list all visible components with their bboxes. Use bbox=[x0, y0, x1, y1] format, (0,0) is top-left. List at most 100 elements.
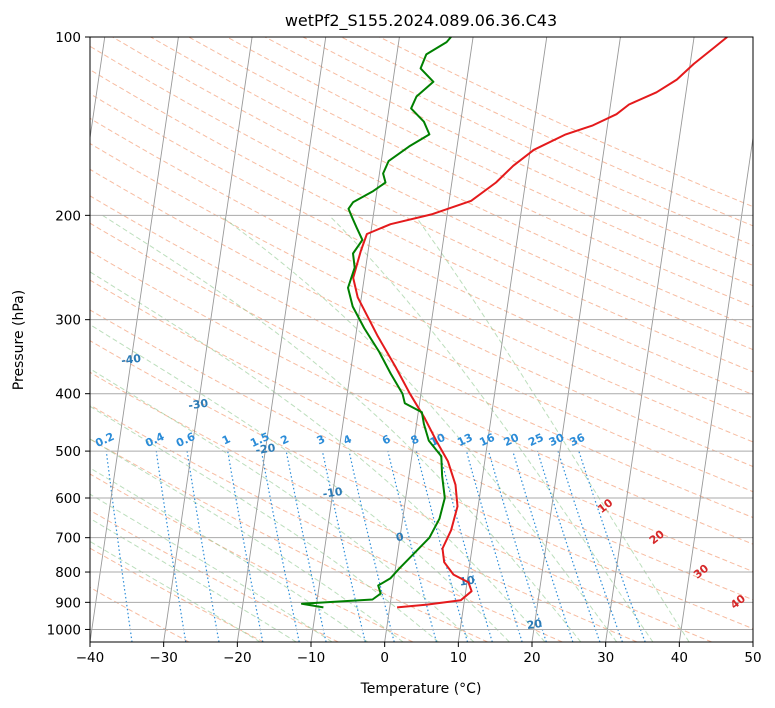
dry-adiabat bbox=[90, 279, 753, 601]
moist-adiabat-label: 40 bbox=[728, 592, 748, 612]
mixing-ratio-line bbox=[260, 450, 300, 642]
dry-adiabat bbox=[90, 586, 190, 642]
moist-adiabat bbox=[90, 405, 439, 642]
dry-adiabat bbox=[90, 547, 264, 642]
moist-adiabat bbox=[90, 493, 333, 642]
mixing-ratio-label: 20 bbox=[502, 431, 522, 449]
isotherm-label: 0 bbox=[395, 530, 405, 544]
x-tick-label: −30 bbox=[149, 650, 178, 666]
dry-adiabat bbox=[90, 195, 753, 519]
mixing-ratio-label: 25 bbox=[526, 431, 545, 449]
x-tick-label: 50 bbox=[744, 650, 761, 666]
y-axis: 1000 900 800 700 600 500 400 300 200 100 bbox=[47, 30, 90, 638]
dry-adiabat bbox=[264, 37, 753, 266]
dry-adiabat bbox=[341, 37, 753, 227]
x-tick-label: −20 bbox=[223, 650, 252, 666]
dry-adiabat bbox=[90, 69, 753, 396]
dry-adiabat bbox=[90, 309, 753, 630]
x-axis: −40 −30 −20 −10 0 10 20 30 40 50 bbox=[76, 642, 762, 666]
dry-adiabat bbox=[90, 250, 753, 573]
chart-title: wetPf2_S155.2024.089.06.36.C43 bbox=[285, 11, 557, 31]
x-tick-label: 0 bbox=[380, 650, 389, 666]
x-tick-label: 10 bbox=[450, 650, 467, 666]
dry-adiabat bbox=[188, 37, 753, 308]
mixing-ratio-line bbox=[557, 450, 623, 642]
dry-adiabat bbox=[90, 340, 712, 642]
plot-frame bbox=[89, 36, 754, 643]
mixing-ratio-label: 10 bbox=[428, 431, 448, 449]
moist-adiabat bbox=[414, 215, 690, 642]
isotherm-line bbox=[605, 37, 695, 642]
y-tick-label: 300 bbox=[55, 313, 81, 329]
mixing-ratio-line bbox=[488, 450, 547, 642]
isotherm-line bbox=[678, 134, 753, 642]
mixing-ratio-label: 8 bbox=[409, 432, 421, 447]
mixing-ratio-line bbox=[321, 450, 366, 642]
dry-adiabat bbox=[90, 142, 753, 468]
background-lines bbox=[90, 37, 753, 642]
mixing-ratio-label: 13 bbox=[455, 431, 474, 449]
mixing-ratio-label: 36 bbox=[568, 431, 588, 449]
isotherm-line bbox=[236, 37, 327, 642]
y-tick-label: 1000 bbox=[47, 622, 81, 638]
moist-adiabat bbox=[219, 214, 618, 642]
isotherm-line bbox=[163, 37, 253, 642]
moist-adiabat bbox=[102, 214, 582, 642]
dry-adiabat bbox=[90, 509, 339, 642]
y-tick-label: 800 bbox=[55, 565, 81, 581]
dry-adiabat bbox=[90, 438, 488, 642]
y-tick-label: 900 bbox=[55, 595, 81, 611]
dry-adiabat bbox=[90, 45, 753, 373]
isotherm-line bbox=[457, 37, 548, 642]
moist-adiabat bbox=[328, 214, 654, 642]
mixing-ratio-line bbox=[578, 450, 646, 642]
moist-adiabat-label: 20 bbox=[647, 527, 667, 547]
dry-adiabat bbox=[90, 473, 414, 642]
dry-adiabat bbox=[90, 168, 753, 493]
dewpoint-line bbox=[300, 37, 452, 609]
profile-lines bbox=[300, 37, 728, 609]
isotherm-label: -30 bbox=[187, 397, 209, 413]
y-tick-label: 700 bbox=[55, 531, 81, 547]
dry-adiabat bbox=[90, 371, 638, 642]
moist-adiabat bbox=[90, 438, 404, 642]
x-tick-label: −10 bbox=[297, 650, 326, 666]
moist-adiabat bbox=[90, 517, 297, 642]
mixing-ratio-label: 4 bbox=[341, 432, 354, 447]
mixing-ratio-line bbox=[285, 450, 327, 642]
dry-adiabat bbox=[90, 117, 753, 443]
y-tick-label: 100 bbox=[55, 30, 81, 46]
mixing-ratio-label: 6 bbox=[380, 432, 393, 447]
mixing-ratio-line bbox=[155, 451, 187, 642]
y-tick-label: 200 bbox=[55, 208, 81, 224]
isotherm-line bbox=[384, 37, 474, 642]
moist-adiabat bbox=[90, 467, 368, 642]
isotherm-line bbox=[531, 37, 621, 642]
x-tick-label: −40 bbox=[76, 650, 105, 666]
x-tick-label: 30 bbox=[597, 650, 614, 666]
isotherm-label: -20 bbox=[255, 441, 277, 457]
y-tick-label: 600 bbox=[55, 491, 81, 507]
y-tick-label: 400 bbox=[55, 387, 81, 403]
y-tick-label: 500 bbox=[55, 444, 81, 460]
moist-adiabat-label: 30 bbox=[691, 562, 711, 582]
mixing-ratio-label: 30 bbox=[547, 431, 567, 449]
dry-adiabat bbox=[90, 222, 753, 545]
isotherm-label: -40 bbox=[120, 352, 142, 368]
isotherm-line bbox=[752, 638, 753, 642]
x-tick-label: 40 bbox=[671, 650, 688, 666]
x-axis-label: Temperature (°C) bbox=[360, 681, 482, 697]
y-axis-label: Pressure (hPa) bbox=[11, 290, 27, 390]
mixing-ratio-line bbox=[227, 450, 264, 642]
moist-adiabat bbox=[90, 324, 510, 642]
isotherm-label: 20 bbox=[526, 617, 543, 632]
moist-adiabat bbox=[90, 368, 475, 642]
moist-adiabat bbox=[90, 540, 261, 642]
isotherm-line bbox=[310, 37, 400, 642]
isotherm-label: -10 bbox=[322, 485, 344, 501]
isotherm-line bbox=[90, 37, 179, 642]
temperature-line bbox=[352, 37, 728, 609]
dry-adiabat bbox=[150, 37, 753, 329]
mixing-ratio-line bbox=[512, 450, 574, 642]
